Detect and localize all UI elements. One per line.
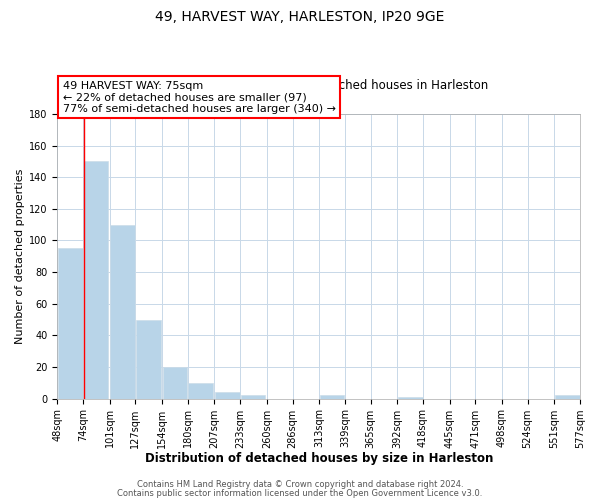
Bar (58, 248, 83, 398)
Bar (398, 397, 422, 398)
Text: Contains HM Land Registry data © Crown copyright and database right 2024.: Contains HM Land Registry data © Crown c… (137, 480, 463, 489)
Bar (136, 320, 161, 398)
Text: Contains public sector information licensed under the Open Government Licence v3: Contains public sector information licen… (118, 488, 482, 498)
Bar (320, 396, 344, 398)
Bar (241, 396, 265, 398)
Bar (188, 383, 213, 398)
Title: Size of property relative to detached houses in Harleston: Size of property relative to detached ho… (149, 79, 488, 92)
Bar (83, 162, 109, 398)
Y-axis label: Number of detached properties: Number of detached properties (15, 168, 25, 344)
Text: 49, HARVEST WAY, HARLESTON, IP20 9GE: 49, HARVEST WAY, HARLESTON, IP20 9GE (155, 10, 445, 24)
Bar (110, 224, 135, 398)
X-axis label: Distribution of detached houses by size in Harleston: Distribution of detached houses by size … (145, 452, 493, 465)
Bar (555, 396, 580, 398)
Bar (215, 392, 240, 398)
Bar (163, 367, 187, 398)
Text: 49 HARVEST WAY: 75sqm
← 22% of detached houses are smaller (97)
77% of semi-deta: 49 HARVEST WAY: 75sqm ← 22% of detached … (62, 81, 335, 114)
